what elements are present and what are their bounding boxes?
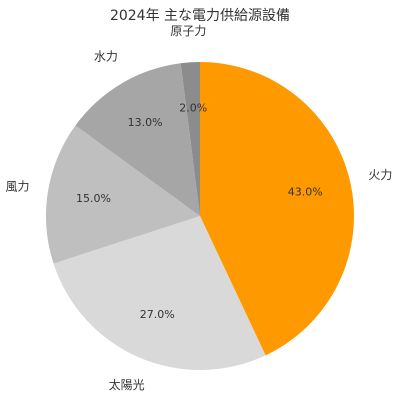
value-label: 13.0%	[128, 116, 163, 129]
value-label: 43.0%	[288, 185, 323, 198]
value-label: 15.0%	[76, 192, 111, 205]
category-label: 太陽光	[109, 377, 145, 392]
pie-slice	[75, 63, 200, 216]
chart-title: 2024年 主な電力供給源設備	[110, 8, 290, 24]
value-label: 2.0%	[179, 101, 207, 114]
pie-slice	[45, 125, 200, 264]
pie-slice	[200, 62, 354, 356]
category-label: 風力	[5, 180, 29, 194]
category-label: 原子力	[170, 24, 206, 38]
category-label: 火力	[368, 168, 392, 182]
pie-slice	[53, 216, 266, 370]
category-label: 水力	[94, 49, 118, 63]
pie-slice	[180, 62, 200, 216]
value-label: 27.0%	[140, 308, 175, 321]
